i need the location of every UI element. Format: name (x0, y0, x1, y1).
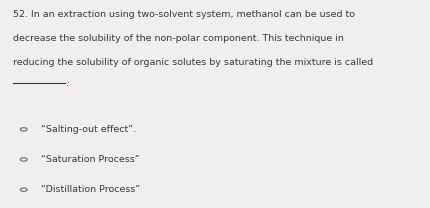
Text: 52. In an extraction using two-solvent system, methanol can be used to: 52. In an extraction using two-solvent s… (13, 10, 354, 19)
Text: “Salting-out effect”.: “Salting-out effect”. (41, 125, 136, 134)
Text: “Saturation Process”: “Saturation Process” (41, 155, 139, 164)
Text: ·: · (67, 79, 70, 88)
Text: reducing the solubility of organic solutes by saturating the mixture is called: reducing the solubility of organic solut… (13, 58, 372, 67)
Text: decrease the solubility of the non-polar component. This technique in: decrease the solubility of the non-polar… (13, 34, 343, 43)
Text: “Distillation Process”: “Distillation Process” (41, 185, 140, 194)
Text: .: . (65, 79, 68, 88)
